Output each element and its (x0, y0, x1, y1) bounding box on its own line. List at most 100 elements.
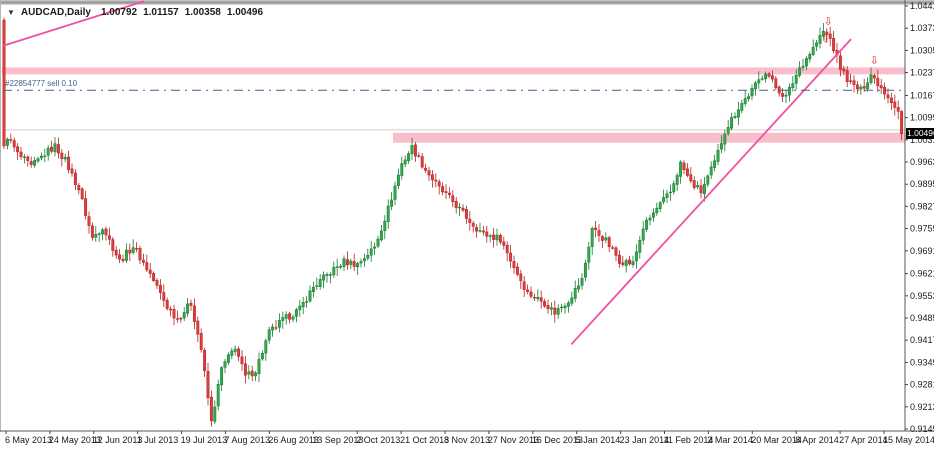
price-tick-label: 0.92810 (910, 380, 934, 390)
one-click-trading-toggle-icon[interactable]: ▼ (7, 8, 15, 17)
bear-candle (111, 239, 115, 251)
candlestick-series (2, 17, 904, 427)
price-tick-label: 0.95530 (910, 291, 934, 301)
close-value: 1.00496 (226, 7, 264, 18)
bull-candle (267, 329, 271, 341)
bear-candle (192, 305, 196, 322)
bear-candle (614, 247, 618, 256)
bull-candle (410, 145, 414, 155)
bear-candle (240, 356, 244, 365)
bull-candle (566, 302, 570, 307)
sell-arrow-icon[interactable]: ⇩ (820, 32, 829, 45)
bear-candle (424, 167, 428, 171)
sell-arrow-icon[interactable]: ⇩ (824, 15, 833, 28)
bear-candle (539, 297, 543, 302)
bear-candle (60, 152, 64, 159)
bear-candle (121, 258, 125, 261)
bull-candle (869, 74, 873, 83)
bull-candle (332, 267, 336, 276)
bear-candle (162, 292, 166, 301)
bull-candle (478, 230, 482, 232)
bull-candle (641, 228, 645, 241)
bull-candle (573, 288, 577, 299)
bear-candle (825, 31, 829, 35)
trendline-left[interactable] (3, 0, 145, 47)
bull-candle (131, 247, 135, 253)
bear-candle (532, 297, 536, 299)
support-zone[interactable] (393, 132, 905, 143)
bull-candle (223, 361, 227, 368)
bull-candle (821, 31, 825, 37)
bull-candle (373, 246, 377, 249)
bull-candle (322, 274, 326, 281)
bear-candle (529, 291, 533, 297)
bear-candle (447, 192, 451, 195)
bull-candle (63, 156, 67, 160)
date-tick-label: 20 Mar 2014 (751, 435, 802, 445)
date-tick-label: 12 Jun 2013 (93, 435, 143, 445)
bull-candle (740, 103, 744, 111)
resistance-zone[interactable] (2, 67, 905, 75)
bull-candle (787, 87, 791, 96)
bull-candle (665, 193, 669, 198)
bear-candle (505, 244, 509, 254)
bull-candle (580, 278, 584, 286)
bull-candle (124, 249, 128, 261)
bear-candle (67, 156, 71, 170)
bull-candle (366, 255, 370, 259)
bull-candle (658, 202, 662, 209)
bull-candle (260, 352, 264, 360)
bear-candle (172, 309, 176, 319)
bull-candle (186, 303, 190, 314)
bear-candle (155, 280, 159, 286)
bear-candle (492, 234, 496, 240)
bull-candle (645, 219, 649, 230)
bull-candle (556, 308, 560, 315)
bull-candle (369, 248, 373, 256)
order-line-label[interactable]: #22854777 sell 0.10 (5, 79, 78, 89)
bull-candle (386, 205, 390, 222)
bull-candle (362, 258, 366, 262)
bear-candle (169, 308, 173, 311)
bull-candle (634, 251, 638, 262)
bull-candle (335, 266, 339, 268)
date-tick-label: 27 Nov 2013 (488, 435, 539, 445)
price-tick-label: 0.96210 (910, 269, 934, 279)
bull-candle (43, 155, 47, 158)
bear-candle (828, 33, 832, 39)
bear-candle (141, 259, 145, 263)
bull-candle (811, 46, 815, 55)
date-tick-label: 26 Aug 2013 (268, 435, 319, 445)
bear-candle (862, 86, 866, 89)
bull-candle (706, 175, 710, 185)
bull-candle (764, 73, 768, 80)
bear-candle (879, 85, 883, 89)
bear-candle (515, 266, 519, 275)
bull-candle (277, 320, 281, 328)
bull-candle (291, 316, 295, 320)
date-tick-label: 8 Apr 2014 (795, 435, 839, 445)
bull-candle (356, 263, 360, 268)
bear-candle (345, 259, 349, 266)
bear-candle (896, 107, 900, 112)
window-left-border (0, 0, 1, 432)
trendline-uptrend[interactable] (570, 38, 852, 345)
bull-candle (560, 306, 564, 309)
bull-candle (733, 115, 737, 118)
bull-candle (495, 234, 499, 241)
bull-candle (859, 86, 863, 90)
bull-candle (624, 260, 628, 266)
bull-candle (400, 163, 404, 176)
date-tick-label: 1 Jul 2013 (137, 435, 179, 445)
bull-candle (39, 155, 43, 159)
bull-candle (318, 279, 322, 287)
bear-candle (553, 307, 557, 315)
price-scale[interactable]: 1.04410 1.03730 1.03050 1.02370 1.01670 1.009… (905, 1, 934, 434)
bull-candle (216, 383, 220, 407)
sell-arrow-icon[interactable]: ⇩ (869, 54, 878, 67)
bull-candle (294, 309, 298, 317)
bear-candle (471, 223, 475, 227)
bear-candle (203, 349, 207, 372)
